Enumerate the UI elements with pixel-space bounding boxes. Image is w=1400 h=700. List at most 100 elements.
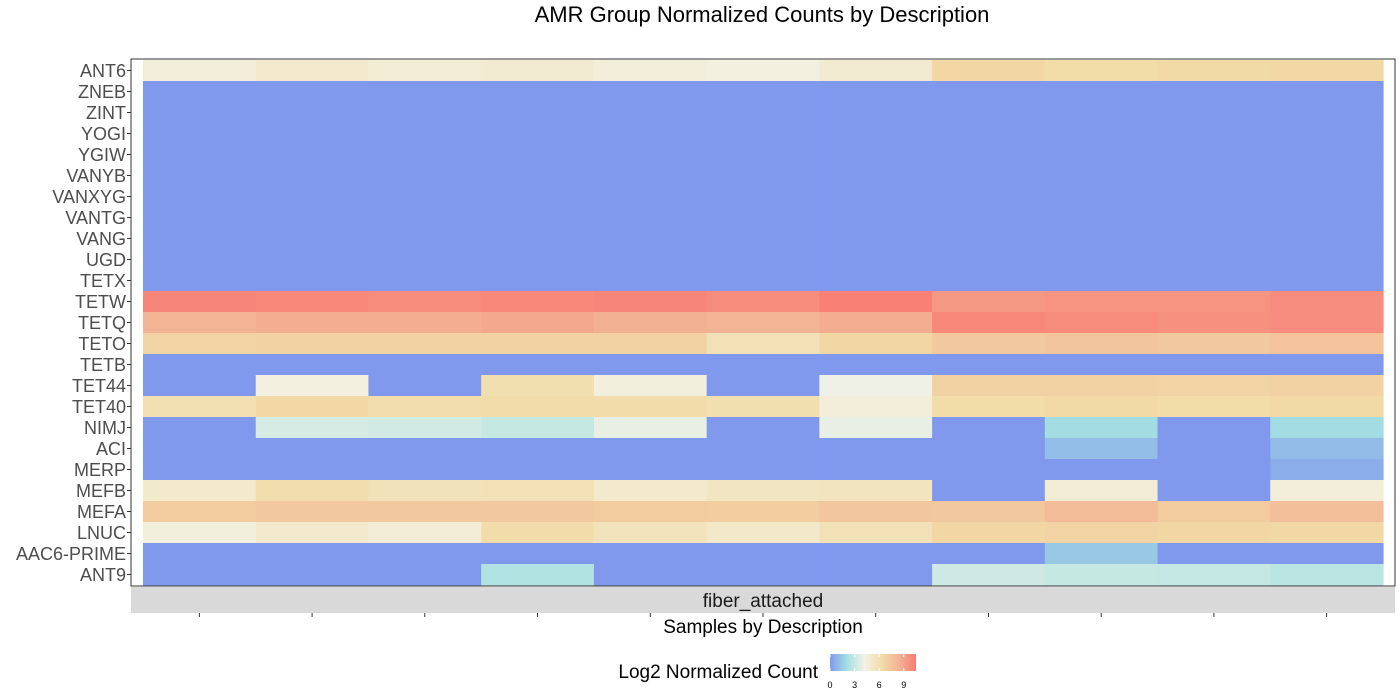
heatmap-cell: [1044, 186, 1159, 208]
heatmap-cell: [706, 522, 820, 544]
heatmap-cell: [706, 417, 820, 439]
heatmap-cell: [368, 564, 482, 586]
heatmap-cell: [1044, 144, 1159, 166]
heatmap-cell: [593, 165, 708, 187]
heatmap-cell: [932, 375, 1046, 397]
heatmap-cell: [706, 228, 820, 250]
heatmap-cell: [368, 60, 482, 82]
heatmap-cell: [706, 375, 820, 397]
heatmap-cell: [593, 186, 708, 208]
heatmap-cell: [255, 522, 370, 544]
heatmap-cell: [932, 417, 1046, 439]
heatmap-cell: [1157, 228, 1271, 250]
heatmap-cell: [1157, 165, 1271, 187]
heatmap-cell: [932, 480, 1046, 502]
heatmap-cell: [368, 375, 482, 397]
heatmap-cell: [143, 480, 257, 502]
heatmap-cell: [481, 249, 595, 271]
heatmap-cell: [143, 102, 257, 124]
heatmap-cell: [481, 270, 595, 292]
heatmap-cell: [143, 564, 257, 586]
heatmap-cell: [255, 480, 370, 502]
heatmap-cell: [1157, 564, 1271, 586]
heatmap-cell: [143, 312, 257, 334]
heatmap-cell: [143, 123, 257, 145]
heatmap-cell: [481, 396, 595, 418]
heatmap-cell: [819, 501, 933, 523]
heatmap-cell: [932, 291, 1046, 313]
heatmap-cell: [1157, 417, 1271, 439]
heatmap-cell: [706, 207, 820, 229]
heatmap-cell: [1270, 564, 1384, 586]
row-label: LNUC: [77, 523, 126, 543]
heatmap-cell: [706, 396, 820, 418]
heatmap-cell: [1270, 291, 1384, 313]
heatmap-cell: [593, 375, 708, 397]
heatmap-cell: [143, 543, 257, 565]
heatmap-cell: [481, 438, 595, 460]
heatmap-cell: [481, 102, 595, 124]
heatmap-cell: [706, 186, 820, 208]
heatmap-cell: [255, 165, 370, 187]
heatmap-cell: [593, 564, 708, 586]
heatmap-cell: [932, 564, 1046, 586]
heatmap-cell: [255, 291, 370, 313]
heatmap-cell: [143, 207, 257, 229]
heatmap-cell: [481, 480, 595, 502]
heatmap-cell: [255, 564, 370, 586]
heatmap-cell: [143, 375, 257, 397]
heatmap-cell: [143, 60, 257, 82]
heatmap-cell: [368, 459, 482, 481]
heatmap-cell: [255, 354, 370, 376]
heatmap-cell: [706, 459, 820, 481]
heatmap-cell: [481, 81, 595, 103]
heatmap-cell: [706, 81, 820, 103]
heatmap-cell: [481, 375, 595, 397]
heatmap-cell: [1270, 81, 1384, 103]
heatmap-cell: [481, 564, 595, 586]
heatmap-cell: [368, 144, 482, 166]
heatmap-cell: [1044, 375, 1159, 397]
heatmap-cell: [593, 249, 708, 271]
heatmap-cell: [932, 312, 1046, 334]
row-label: ACI: [96, 439, 126, 459]
heatmap-cell: [706, 291, 820, 313]
heatmap-cell: [593, 459, 708, 481]
heatmap-cell: [1270, 396, 1384, 418]
heatmap-cell: [255, 123, 370, 145]
row-label: VANXYG: [52, 187, 126, 207]
heatmap-cell: [932, 522, 1046, 544]
heatmap-cell: [1157, 312, 1271, 334]
heatmap-cell: [481, 144, 595, 166]
row-label: ANT9: [80, 565, 126, 585]
heatmap-cells: [143, 60, 1384, 586]
heatmap-cell: [819, 354, 933, 376]
heatmap-cell: [819, 207, 933, 229]
heatmap-cell: [593, 501, 708, 523]
heatmap-cell: [932, 228, 1046, 250]
heatmap-cell: [932, 249, 1046, 271]
heatmap-cell: [819, 564, 933, 586]
heatmap-cell: [932, 60, 1046, 82]
heatmap-cell: [143, 270, 257, 292]
heatmap-cell: [593, 291, 708, 313]
row-label: VANYB: [66, 166, 126, 186]
heatmap-cell: [932, 81, 1046, 103]
heatmap-cell: [819, 522, 933, 544]
heatmap-cell: [1044, 207, 1159, 229]
heatmap-cell: [1044, 564, 1159, 586]
heatmap-cell: [481, 207, 595, 229]
heatmap-cell: [1157, 144, 1271, 166]
heatmap-cell: [255, 81, 370, 103]
heatmap-cell: [1270, 102, 1384, 124]
legend-tick-label: 6: [877, 680, 882, 690]
heatmap-cell: [255, 375, 370, 397]
heatmap-cell: [143, 354, 257, 376]
heatmap-cell: [932, 207, 1046, 229]
heatmap-cell: [143, 522, 257, 544]
heatmap-cell: [255, 228, 370, 250]
heatmap-cell: [706, 270, 820, 292]
heatmap-cell: [255, 186, 370, 208]
heatmap-cell: [593, 438, 708, 460]
